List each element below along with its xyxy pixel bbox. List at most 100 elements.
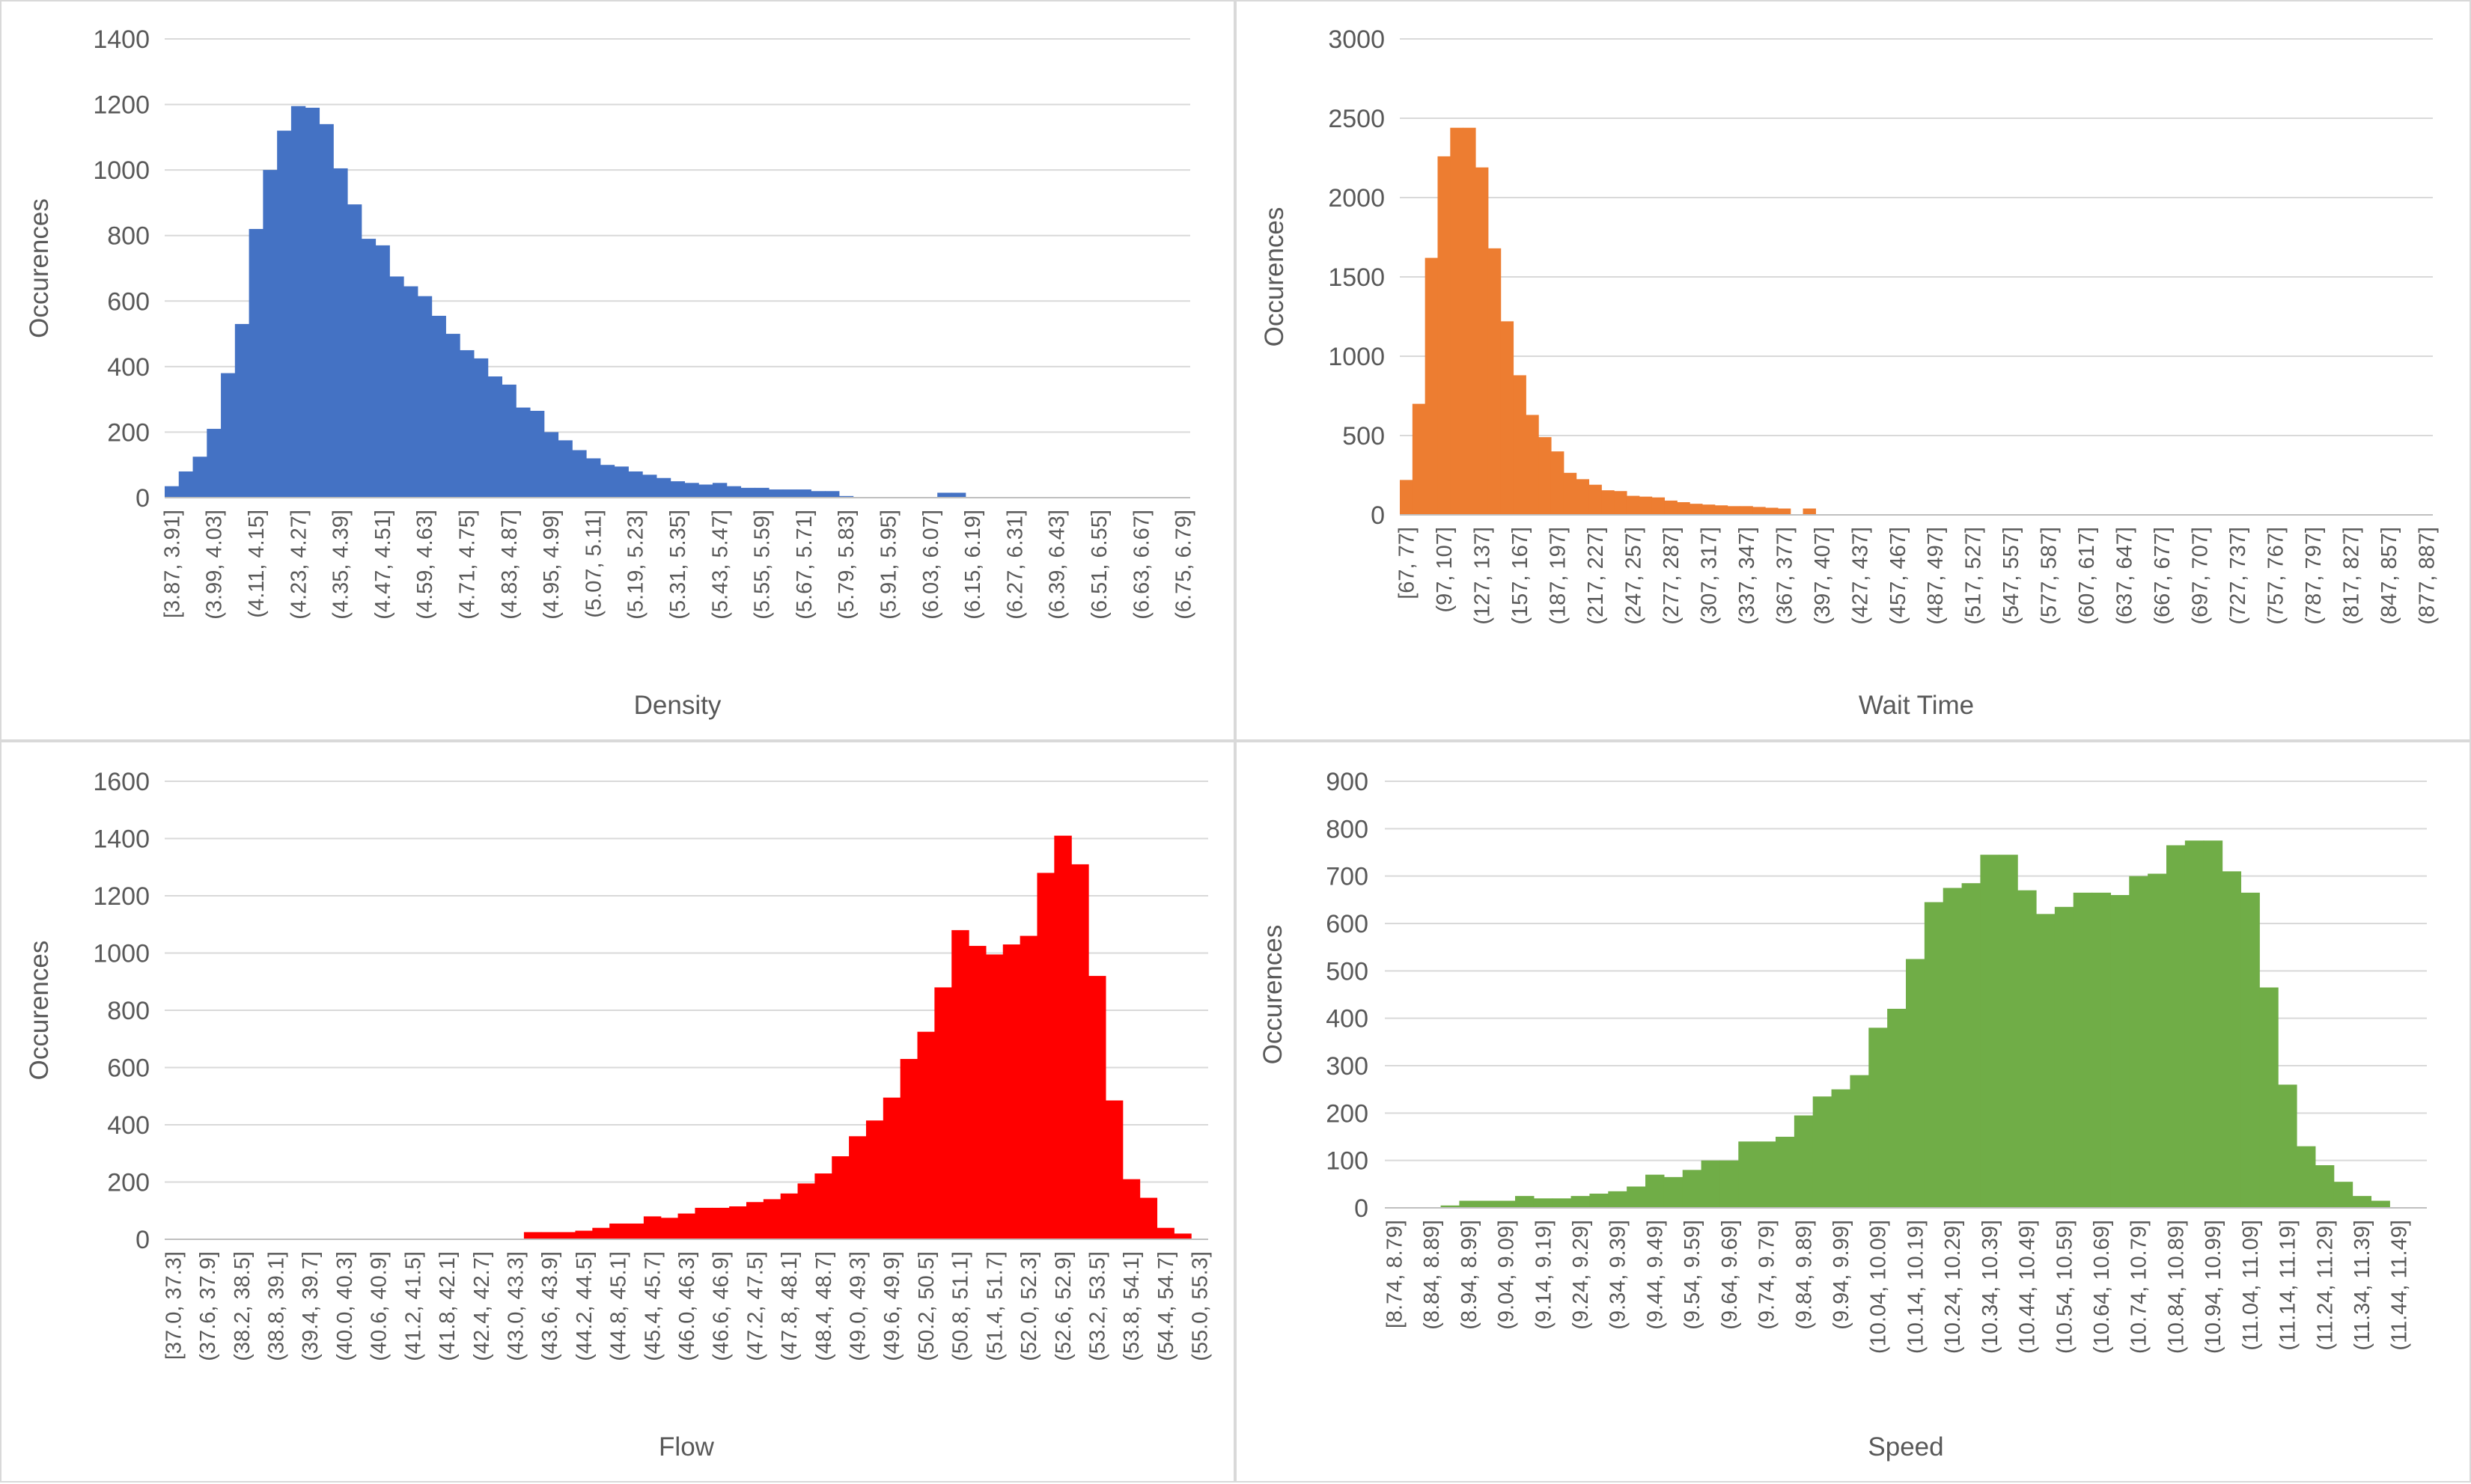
histogram-bar — [2184, 840, 2205, 1208]
x-tick-label: (817, 827] — [2340, 527, 2364, 625]
x-tick-label: (6.75, 6.79] — [1172, 510, 1196, 620]
y-tick-label: 0 — [135, 1226, 150, 1254]
histogram-bar — [969, 945, 987, 1239]
histogram-bar — [684, 483, 699, 498]
x-tick-label: (11.24, 11.29] — [2313, 1220, 2337, 1351]
histogram-bar — [1425, 257, 1439, 515]
histogram-bar — [627, 1223, 645, 1239]
x-tick-label: (4.23, 4.27] — [287, 510, 311, 620]
histogram-bar — [2333, 1182, 2353, 1208]
histogram-bar — [1526, 415, 1539, 515]
histogram-bar — [1682, 1170, 1702, 1208]
histogram-bar — [642, 474, 657, 498]
y-tick-label: 3000 — [1328, 25, 1385, 54]
histogram-bar — [2166, 845, 2186, 1208]
histogram-bar — [543, 432, 559, 498]
x-tick-label: (47.8, 48.1] — [778, 1251, 802, 1361]
y-tick-label: 400 — [107, 1111, 150, 1140]
x-tick-label: (397, 407] — [1811, 527, 1835, 625]
x-tick-label: (48.4, 48.7] — [812, 1251, 836, 1361]
histogram-bar — [1627, 1186, 1646, 1208]
histogram-bar — [249, 228, 263, 498]
x-tick-label: (44.8, 45.1] — [607, 1251, 631, 1361]
histogram-bar — [575, 1230, 593, 1239]
x-tick-label: (49.0, 49.3] — [847, 1251, 871, 1361]
y-tick-label: 800 — [107, 997, 150, 1025]
y-tick-label: 1600 — [93, 768, 150, 796]
y-tick-label: 0 — [135, 484, 150, 513]
histogram-bar — [221, 373, 236, 498]
histogram-bar — [763, 1199, 781, 1239]
y-tick-label: 1000 — [93, 940, 150, 968]
histogram-bar — [1701, 1160, 1721, 1208]
histogram-bar — [712, 483, 728, 498]
y-tick-label: 200 — [1326, 1099, 1368, 1128]
x-tick-label: (547, 557] — [1999, 527, 2023, 625]
y-tick-label: 400 — [1326, 1005, 1368, 1033]
histogram-bar — [1440, 1205, 1460, 1208]
y-tick-label: 600 — [1326, 910, 1368, 938]
x-tick-label: (4.11, 4.15] — [245, 510, 269, 618]
y-tick-label: 200 — [107, 418, 150, 447]
histogram-bar — [1663, 1176, 1684, 1208]
x-tick-label: (6.51, 6.55] — [1088, 510, 1112, 620]
histogram-bar — [1174, 1233, 1192, 1239]
histogram-bar — [2129, 876, 2148, 1208]
y-tick-label: 700 — [1326, 863, 1368, 891]
histogram-bar — [1500, 321, 1514, 515]
histogram-bar — [825, 491, 840, 498]
histogram-bar — [1626, 495, 1640, 515]
flow-chart-panel: 0 200 400 600 800 1000 1200 1400 1600 [37.0, 37.3… — [0, 741, 1235, 1483]
x-tick-label: (52.0, 52.3] — [1017, 1251, 1041, 1361]
histogram-bar — [1105, 1100, 1124, 1239]
x-tick-label: (6.39, 6.43] — [1046, 510, 1070, 620]
x-tick-label: (5.67, 5.71] — [793, 510, 817, 620]
x-tick-label: (9.24, 9.29] — [1569, 1220, 1593, 1330]
histogram-bar — [1714, 505, 1728, 515]
y-tick-label: 0 — [1371, 501, 1385, 530]
x-tick-label: (45.4, 45.7] — [641, 1251, 665, 1361]
density-histogram: 0 200 400 600 800 1000 1200 1400 [3.87, 3.91] (3.… — [25, 25, 1196, 720]
histogram-bar — [2110, 895, 2130, 1208]
histogram-bar — [1122, 1179, 1141, 1239]
histogram-bar — [1701, 504, 1716, 515]
histogram-bar — [1614, 491, 1627, 515]
x-tick-label: (49.6, 49.9] — [880, 1251, 904, 1361]
x-tick-label: (39.4, 39.7] — [299, 1251, 323, 1361]
histogram-bar — [263, 170, 278, 498]
flow-histogram: 0 200 400 600 800 1000 1200 1400 1600 [37.0, 37.3… — [25, 768, 1213, 1462]
histogram-bar — [1450, 127, 1463, 516]
histogram-bar — [849, 1136, 867, 1239]
y-tick-label: 400 — [107, 353, 150, 382]
x-tick-label: (9.44, 9.49] — [1643, 1220, 1667, 1330]
histogram-bar — [1740, 506, 1753, 515]
histogram-bar — [900, 1059, 918, 1239]
x-tick-label: (41.2, 41.5] — [401, 1251, 425, 1361]
histogram-bar — [712, 1207, 730, 1239]
y-tick-label: 2500 — [1328, 105, 1385, 133]
histogram-bar — [2148, 873, 2167, 1208]
histogram-bar — [523, 1232, 542, 1239]
histogram-bar — [1550, 451, 1564, 515]
x-tick-label: (4.35, 4.39] — [329, 510, 353, 620]
histogram-bar — [431, 315, 446, 498]
histogram-bar — [755, 487, 770, 498]
histogram-bar — [2054, 906, 2074, 1208]
histogram-bar — [780, 1193, 799, 1239]
histogram-bar — [572, 450, 587, 498]
x-tick-label: (5.79, 5.83] — [835, 510, 859, 620]
histogram-bar — [290, 106, 306, 498]
histogram-bar — [1589, 1194, 1609, 1208]
histogram-bar — [540, 1232, 559, 1239]
histogram-bar — [1812, 1096, 1832, 1208]
histogram-bar — [951, 929, 969, 1239]
histogram-bar — [2222, 871, 2242, 1208]
x-tick-label: (4.95, 4.99] — [540, 510, 564, 620]
x-tick-label: (5.07, 5.11] — [582, 510, 606, 618]
histogram-bar — [417, 296, 433, 498]
histogram-bar — [2073, 892, 2093, 1208]
x-tick-label: (10.14, 10.19] — [1904, 1220, 1928, 1354]
x-tick-label: (9.84, 9.89] — [1792, 1220, 1816, 1330]
histogram-bar — [1738, 1141, 1758, 1208]
x-tick-label: (40.0, 40.3] — [333, 1251, 357, 1361]
